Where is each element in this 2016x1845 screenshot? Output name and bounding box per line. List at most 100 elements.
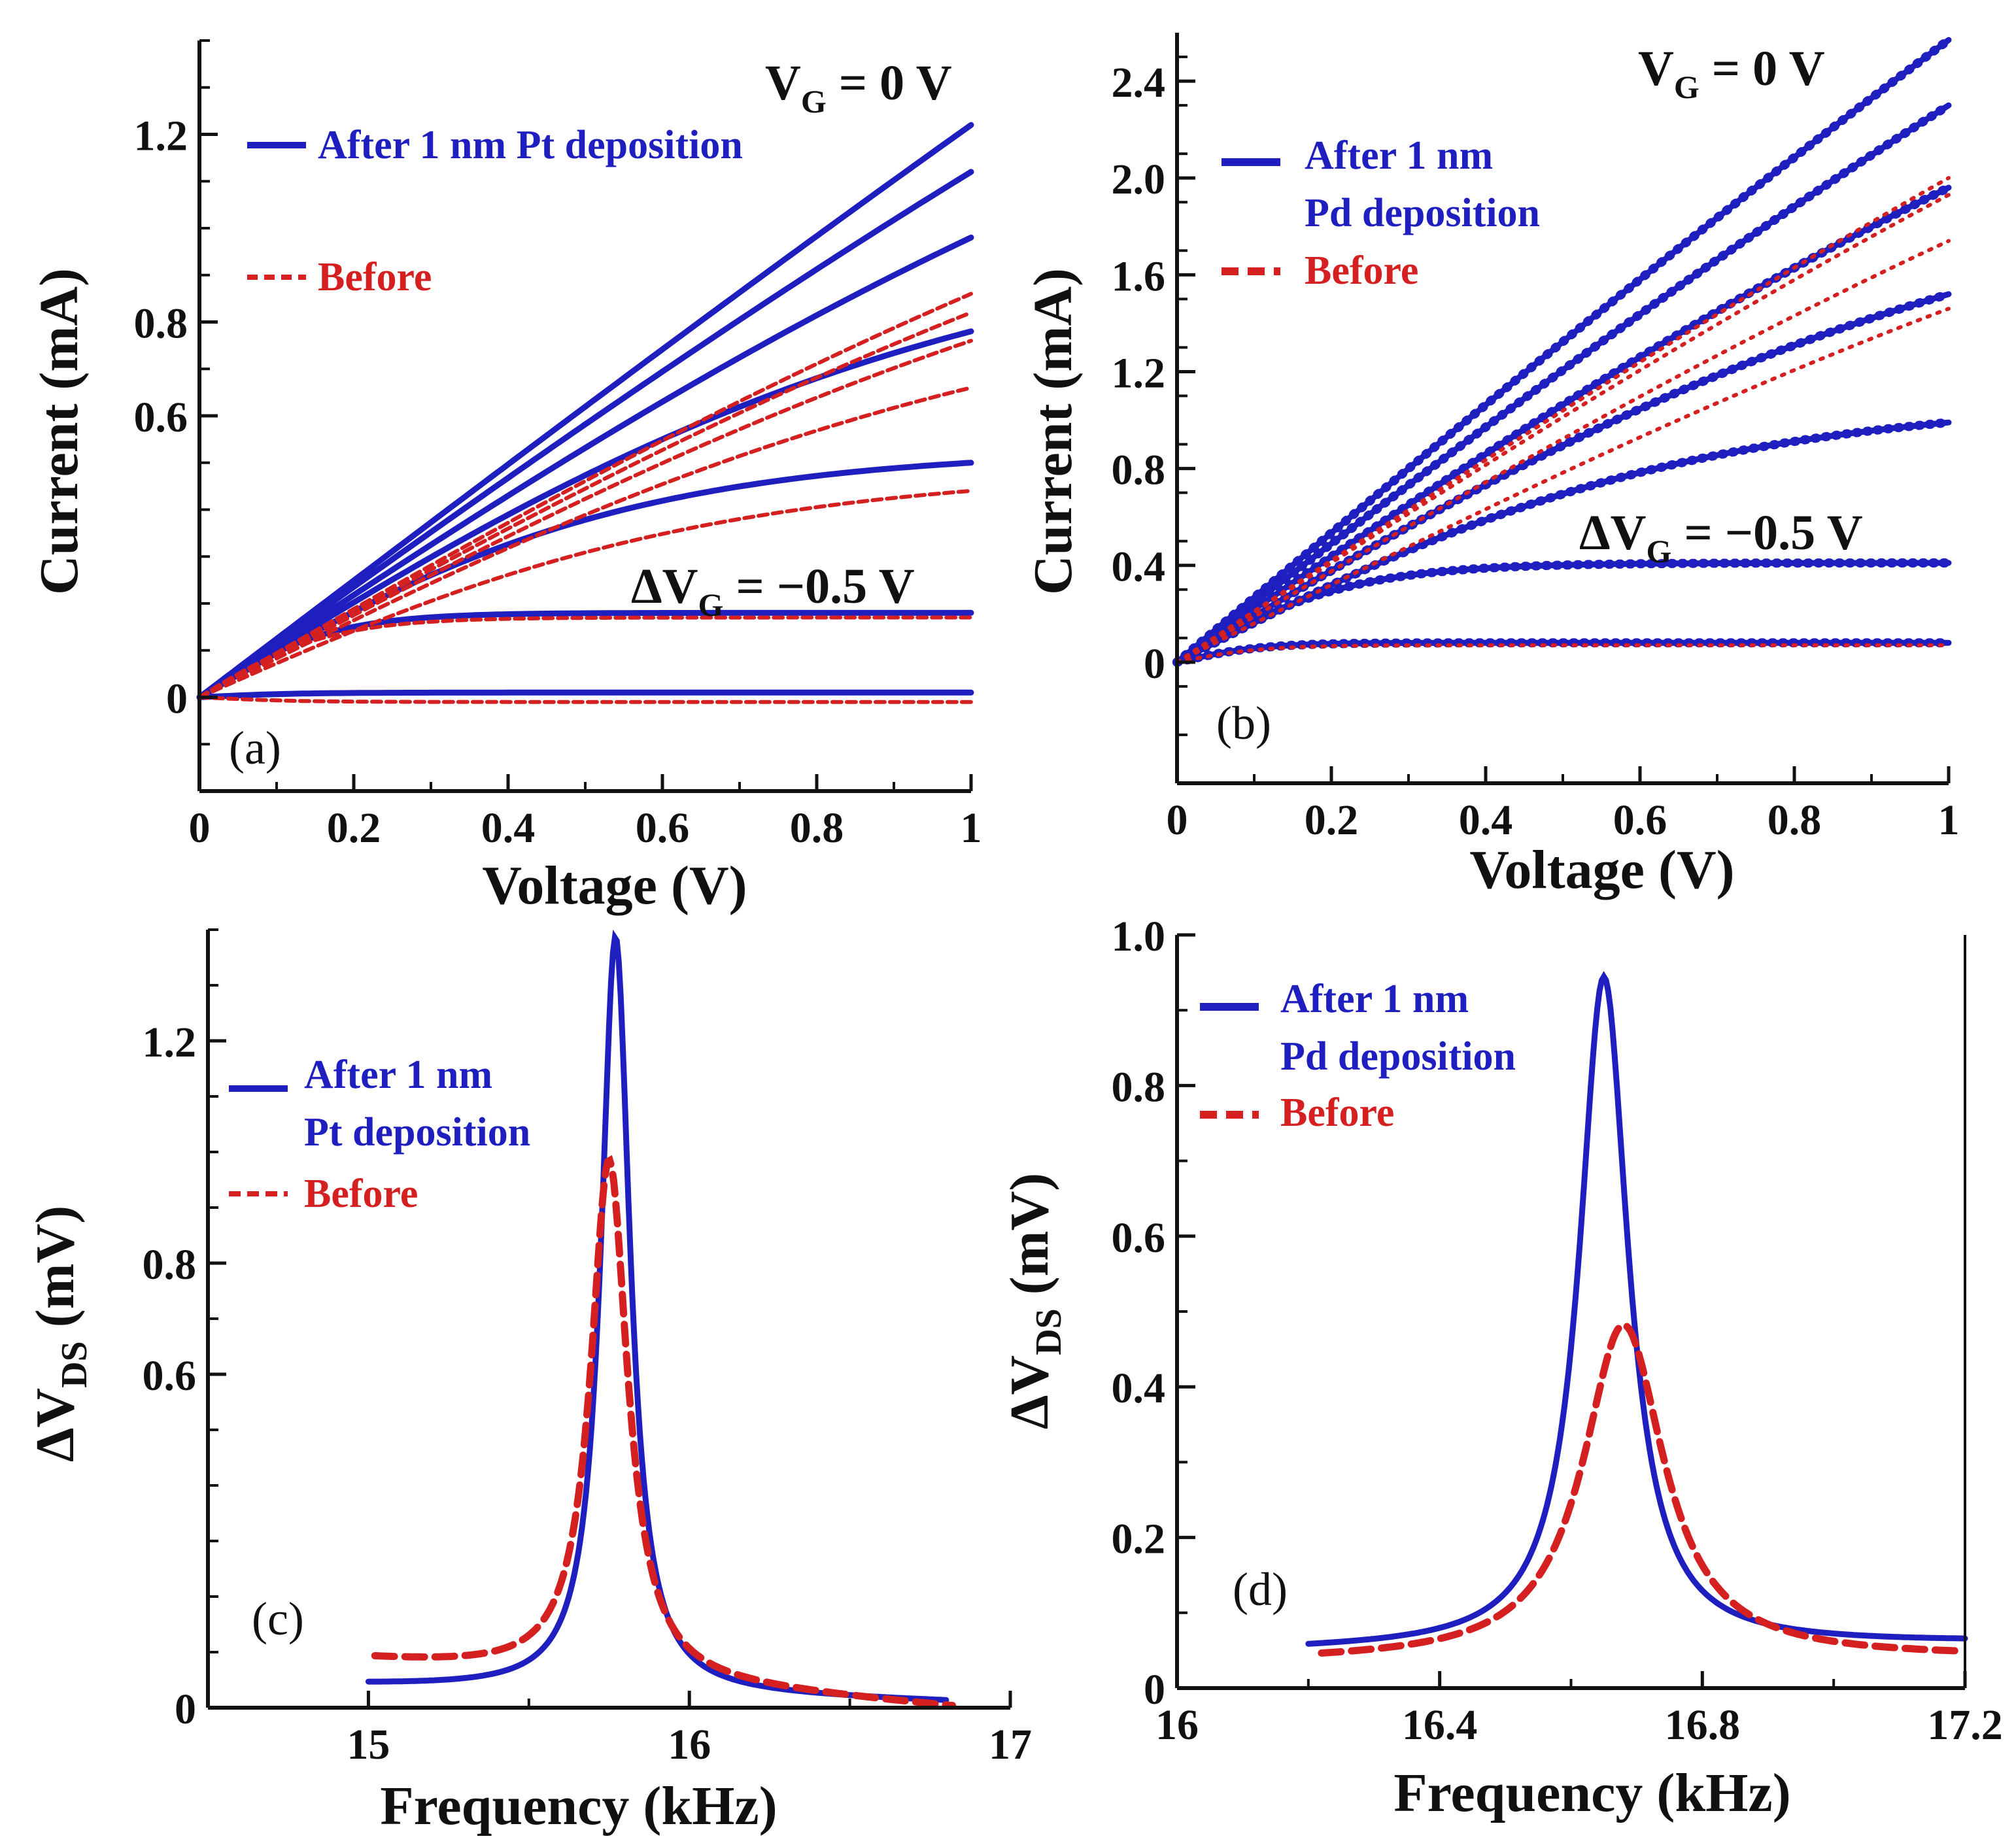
legend-label-before: Before [318, 255, 432, 299]
panel-d-ylabel: ΔVDS (mV) [999, 1173, 1069, 1430]
panel-a-legend: After 1 nm Pt deposition Before [247, 123, 743, 299]
panel-a: 0 0.2 0.4 0.6 0.8 1 0 0.6 0.8 1.2 Voltage (V) Cur… [29, 39, 982, 916]
y-tick-label: 0.6 [143, 1352, 197, 1400]
legend-label-before: Before [1305, 248, 1418, 293]
before-curve-10 [197, 385, 973, 700]
legend-label-before: Before [304, 1172, 418, 1216]
y-tick-label: 0 [1144, 640, 1165, 688]
after-curve-3 [196, 328, 974, 700]
panel-b-legend: After 1 nm Pd deposition Before [1222, 133, 1540, 293]
y-tick-label: 0.4 [1112, 1364, 1166, 1412]
panel-b-ylabel: Current (mA) [1023, 268, 1084, 595]
y-tick-label: 0.6 [1112, 1214, 1166, 1262]
before-curve-11 [1175, 643, 1951, 664]
panel-c: 15 16 17 0 0.6 0.8 1.2 Frequency (kHz) ΔVDS (m… [25, 928, 1032, 1837]
panel-c-legend: After 1 nm Pt deposition Before [229, 1053, 530, 1216]
after-curve-markers-1 [1172, 101, 1953, 667]
y-tick-label: 0.8 [134, 300, 188, 348]
y-tick-label: 0.6 [134, 394, 188, 441]
panel-d-curves [1305, 971, 1969, 1657]
y-tick-label: 0 [175, 1685, 196, 1733]
before-curve-13 [197, 695, 973, 704]
x-tick-label: 0 [189, 804, 211, 852]
x-tick-label: 16 [1155, 1701, 1199, 1749]
panel-b-annotation-bottom: ΔVG = −0.5 V [1579, 505, 1863, 569]
x-tick-label: 17 [989, 1721, 1032, 1769]
y-tick-label: 1.6 [1112, 252, 1166, 300]
panel-b-ticks: 0 0.2 0.4 0.6 0.8 1 0 0.4 0.8 1.2 1.6 2.0 2.4 [1112, 56, 1960, 844]
after-curve-markers-2 [1172, 183, 1953, 667]
legend-label-after-line2: Pd deposition [1305, 191, 1540, 235]
panel-a-annotation-top: VG = 0 V [765, 56, 952, 120]
panel-b-curves [1172, 35, 1953, 667]
before-curve-7 [1175, 176, 1951, 664]
panel-d: 16 16.4 16.8 17.2 0 0.2 0.4 0.6 0.8 1.0 Frequency… [999, 913, 2003, 1823]
legend-label-before: Before [1280, 1091, 1394, 1135]
y-tick-label: 1.2 [143, 1019, 197, 1066]
before-curve-1 [371, 1155, 957, 1710]
x-tick-label: 1 [961, 804, 982, 852]
before-curve-9 [197, 339, 973, 700]
y-tick-label: 1.2 [1112, 349, 1166, 397]
before-curve-7 [197, 292, 973, 700]
x-tick-label: 0.2 [1305, 796, 1359, 844]
y-tick-label: 0.2 [1112, 1515, 1166, 1563]
panel-b-xlabel: Voltage (V) [1469, 839, 1734, 900]
panel-b-annotation-top: VG = 0 V [1638, 41, 1825, 105]
y-tick-label: 0 [166, 675, 188, 723]
y-tick-label: 0.8 [143, 1241, 197, 1289]
y-tick-label: 2.4 [1112, 59, 1166, 107]
legend-label-after-line2: Pt deposition [304, 1110, 530, 1155]
legend-label-after-line2: Pd deposition [1280, 1034, 1516, 1079]
x-tick-label: 16.4 [1402, 1701, 1478, 1749]
x-tick-label: 0.6 [1613, 796, 1667, 844]
y-tick-label: 0.4 [1112, 543, 1166, 591]
panel-a-annotation-bottom: ΔVG = −0.5 V [631, 559, 915, 623]
panel-c-curves [365, 929, 957, 1710]
legend-label-after-line1: After 1 nm [1280, 977, 1469, 1021]
panel-a-tag: (a) [229, 722, 281, 774]
x-tick-label: 15 [347, 1721, 390, 1769]
after-curve-1 [196, 169, 974, 700]
y-tick-label: 0 [1144, 1666, 1165, 1714]
x-tick-label: 0 [1167, 796, 1188, 844]
panel-d-ticks: 16 16.4 16.8 17.2 0 0.2 0.4 0.6 0.8 1.0 [1112, 913, 2003, 1749]
before-curve-11 [197, 488, 973, 700]
panel-a-xlabel: Voltage (V) [482, 855, 747, 916]
x-tick-label: 0.6 [636, 804, 690, 852]
before-curve-10 [1175, 307, 1951, 664]
x-tick-label: 0.4 [481, 804, 536, 852]
after-curve-markers-6 [1172, 638, 1953, 667]
x-tick-label: 16.8 [1665, 1701, 1741, 1749]
y-tick-label: 2.0 [1112, 156, 1166, 203]
panel-c-tag: (c) [252, 1593, 304, 1645]
y-tick-label: 1.2 [134, 112, 188, 160]
panel-c-ylabel: ΔVDS (mV) [25, 1206, 95, 1463]
x-tick-label: 0.8 [790, 804, 844, 852]
after-curve-2 [196, 234, 974, 700]
panel-c-xlabel: Frequency (kHz) [380, 1776, 777, 1837]
before-curve-8 [1175, 193, 1951, 664]
after-curve-6 [196, 689, 974, 700]
panel-a-curves [196, 122, 974, 704]
legend-label-after-line1: After 1 nm [1305, 133, 1493, 178]
before-curve-9 [1175, 239, 1951, 664]
before-curve-12 [197, 615, 973, 700]
legend-label-after-line1: After 1 nm [304, 1053, 492, 1097]
y-tick-label: 1.0 [1112, 913, 1166, 960]
legend-label-after: After 1 nm Pt deposition [318, 123, 743, 167]
x-tick-label: 0.2 [327, 804, 381, 852]
y-tick-label: 0.8 [1112, 1063, 1166, 1111]
panel-a-ticks: 0 0.2 0.4 0.6 0.8 1 0 0.6 0.8 1.2 [134, 39, 982, 852]
before-curve-8 [197, 311, 973, 700]
x-tick-label: 1 [1938, 796, 1960, 844]
panel-b: 0 0.2 0.4 0.6 0.8 1 0 0.4 0.8 1.2 1.6 2.0 2.4 Voltag… [1023, 33, 1960, 900]
x-tick-label: 16 [668, 1721, 711, 1769]
after-curve-markers-0 [1172, 35, 1953, 667]
y-tick-label: 0.8 [1112, 447, 1166, 494]
after-curve-markers-5 [1172, 558, 1953, 667]
panel-d-legend: After 1 nm Pd deposition Before [1200, 977, 1516, 1135]
panel-c-ticks: 15 16 17 0 0.6 0.8 1.2 [143, 928, 1032, 1769]
after-curve-1 [1174, 102, 1952, 666]
